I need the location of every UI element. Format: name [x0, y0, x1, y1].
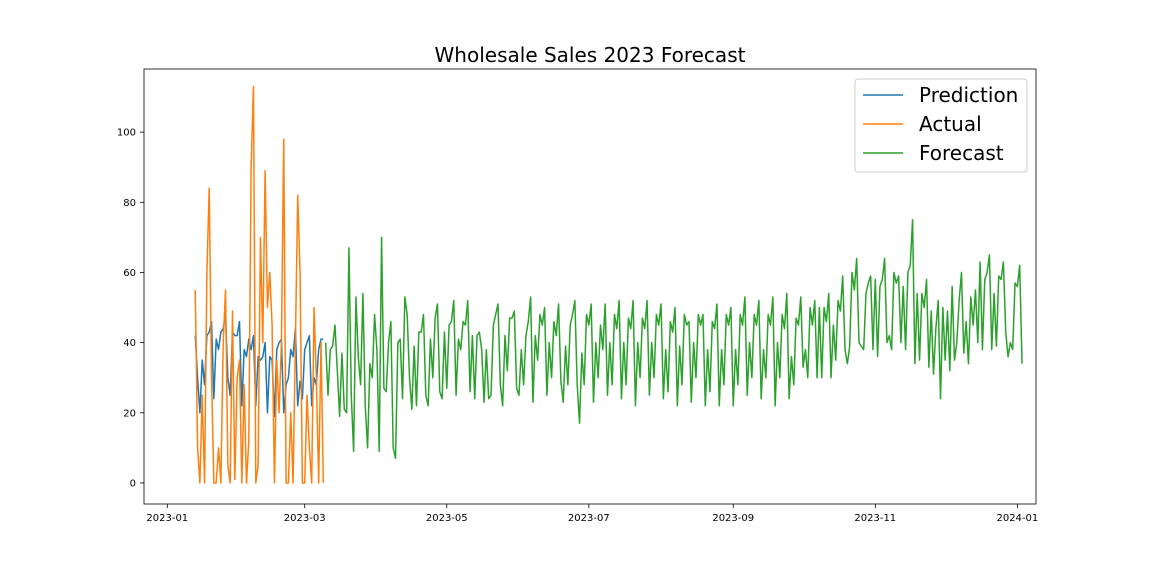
y-tick-label: 60 [123, 268, 136, 279]
x-tick-label: 2023-11 [854, 513, 896, 524]
y-tick-label: 80 [123, 198, 136, 209]
x-tick-label: 2024-01 [996, 513, 1038, 524]
x-tick-label: 2023-01 [146, 513, 188, 524]
legend-box [854, 78, 1028, 173]
legend-label-forecast: Forecast [919, 141, 1004, 165]
x-axis: 2023-01 2023-03 2023-05 2023-07 2023-09 2023-… [146, 504, 1038, 524]
legend: Prediction Actual Forecast [854, 78, 1028, 173]
y-tick-label: 0 [130, 478, 136, 489]
y-axis: 0 20 40 60 80 100 [117, 128, 144, 489]
chart-title: Wholesale Sales 2023 Forecast [435, 43, 746, 67]
y-tick-label: 40 [123, 338, 136, 349]
x-tick-label: 2023-05 [426, 513, 468, 524]
y-tick-label: 100 [117, 128, 136, 139]
plot-area-frame [143, 68, 1037, 505]
x-tick-label: 2023-07 [568, 513, 610, 524]
series-line-actual [194, 85, 325, 484]
x-tick-label: 2023-03 [284, 513, 326, 524]
series-layer [194, 85, 1023, 484]
legend-label-actual: Actual [919, 112, 982, 136]
series-line-forecast [324, 219, 1023, 460]
y-tick-label: 20 [123, 408, 136, 419]
legend-label-prediction: Prediction [919, 83, 1018, 107]
x-tick-label: 2023-09 [712, 513, 754, 524]
